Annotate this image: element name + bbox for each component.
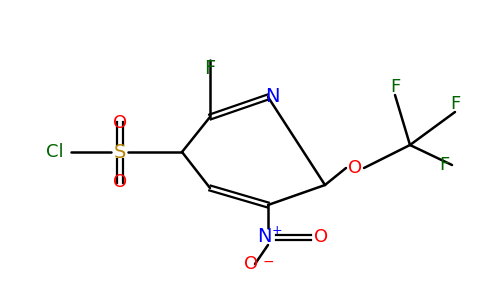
Text: −: − (262, 255, 274, 269)
Text: Cl: Cl (46, 143, 64, 161)
Text: O: O (113, 173, 127, 191)
Text: O: O (113, 114, 127, 132)
Text: N: N (257, 227, 271, 247)
Text: F: F (390, 78, 400, 96)
Text: +: + (272, 224, 282, 238)
Text: F: F (204, 58, 216, 77)
Text: F: F (439, 156, 449, 174)
Text: O: O (314, 228, 328, 246)
Text: S: S (114, 142, 126, 161)
Text: N: N (265, 88, 279, 106)
Text: O: O (348, 159, 362, 177)
Text: O: O (244, 255, 258, 273)
Text: F: F (450, 95, 460, 113)
